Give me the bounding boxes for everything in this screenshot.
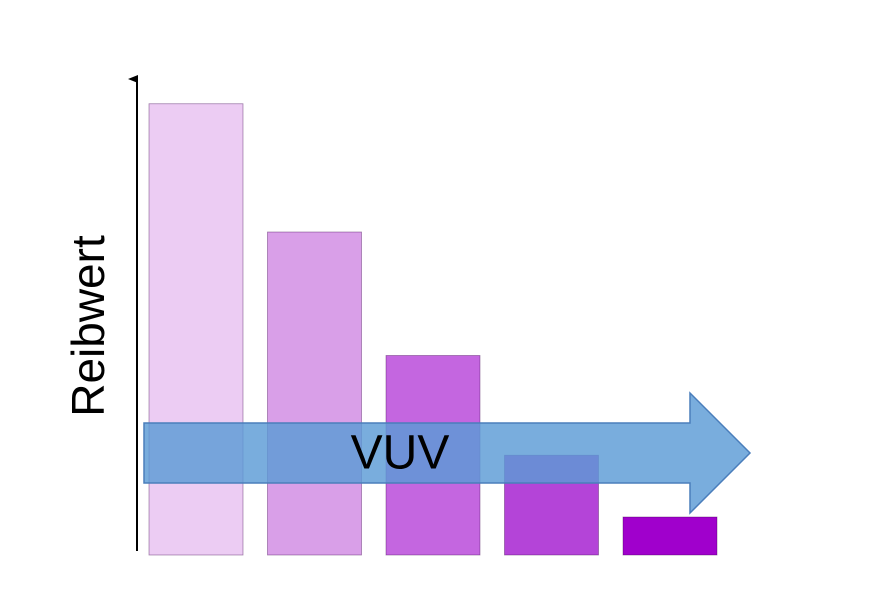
trend-arrow bbox=[143, 391, 752, 515]
bar bbox=[267, 231, 362, 556]
y-axis-label: Reibwert bbox=[62, 235, 114, 417]
bars bbox=[148, 103, 718, 556]
bar bbox=[148, 103, 244, 556]
arrow-label: VUV bbox=[351, 427, 450, 480]
bar bbox=[622, 516, 718, 556]
